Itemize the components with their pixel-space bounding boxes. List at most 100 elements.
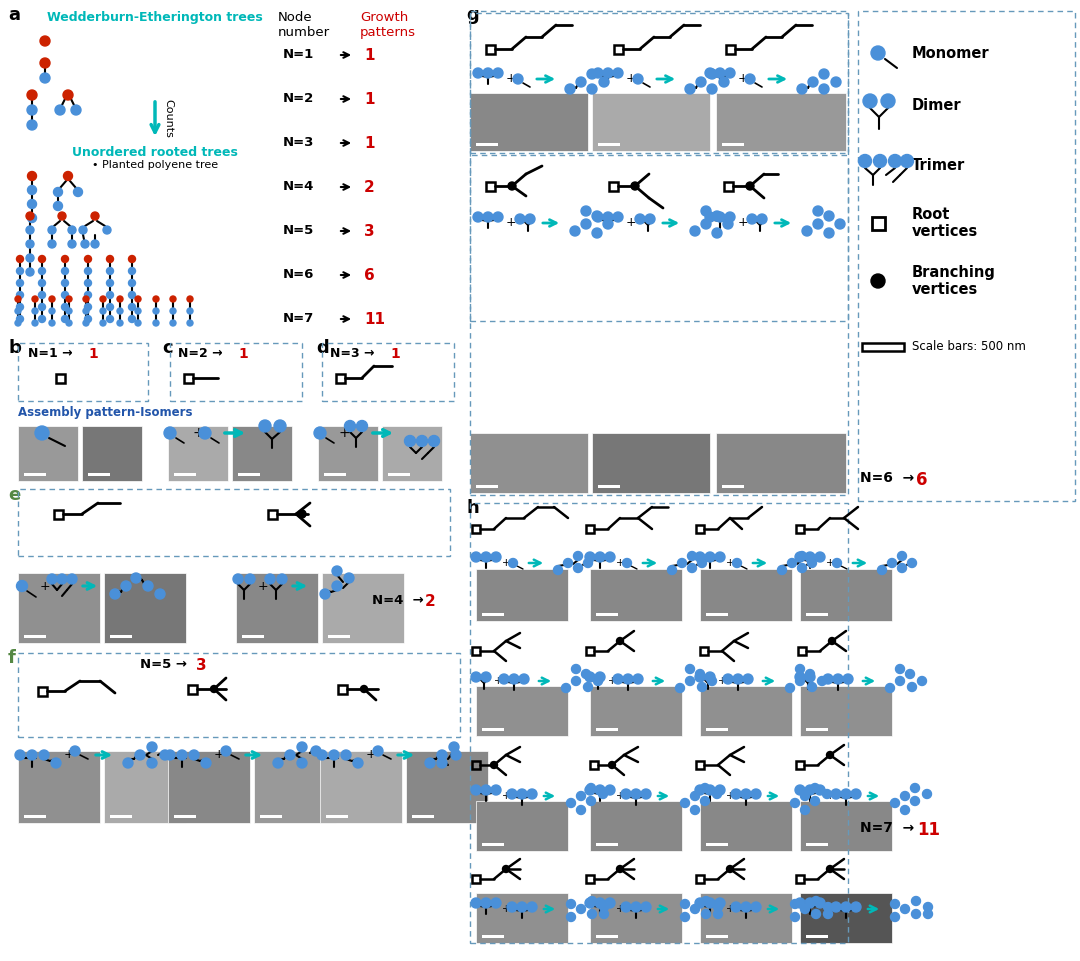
Circle shape xyxy=(599,909,608,919)
Circle shape xyxy=(107,304,113,310)
Text: 3: 3 xyxy=(364,224,375,238)
Circle shape xyxy=(593,212,603,222)
Circle shape xyxy=(170,296,176,302)
Text: +: + xyxy=(726,558,734,568)
Circle shape xyxy=(527,789,537,799)
Circle shape xyxy=(577,904,585,914)
Circle shape xyxy=(91,212,99,220)
Circle shape xyxy=(199,427,211,439)
Circle shape xyxy=(583,558,593,568)
Circle shape xyxy=(702,909,711,919)
Bar xyxy=(54,509,63,519)
Circle shape xyxy=(851,789,861,799)
Circle shape xyxy=(645,214,654,224)
Bar xyxy=(18,653,460,737)
Circle shape xyxy=(437,758,447,768)
Circle shape xyxy=(745,74,755,84)
Circle shape xyxy=(819,69,829,79)
Circle shape xyxy=(778,565,786,575)
Circle shape xyxy=(712,228,723,238)
Circle shape xyxy=(701,206,711,216)
Circle shape xyxy=(805,898,815,908)
Circle shape xyxy=(588,909,596,919)
Circle shape xyxy=(712,211,723,221)
Bar xyxy=(700,801,792,851)
Circle shape xyxy=(690,792,700,801)
Bar xyxy=(328,634,350,638)
Circle shape xyxy=(741,789,751,799)
Circle shape xyxy=(68,240,76,248)
Circle shape xyxy=(705,68,715,78)
Bar xyxy=(482,934,504,938)
Bar xyxy=(598,142,620,146)
Circle shape xyxy=(888,558,896,568)
Text: N=7  →: N=7 → xyxy=(860,821,919,835)
Circle shape xyxy=(823,790,832,799)
Circle shape xyxy=(599,77,609,87)
Bar xyxy=(696,761,704,769)
Circle shape xyxy=(897,563,906,573)
Circle shape xyxy=(901,904,909,914)
Text: h: h xyxy=(465,499,478,517)
Text: +: + xyxy=(502,904,511,914)
Circle shape xyxy=(725,68,735,78)
Circle shape xyxy=(581,670,591,678)
Circle shape xyxy=(84,304,92,310)
Circle shape xyxy=(564,558,572,568)
Circle shape xyxy=(823,674,833,684)
Bar xyxy=(188,684,197,694)
Circle shape xyxy=(594,677,603,685)
Circle shape xyxy=(907,682,917,692)
Bar xyxy=(596,612,618,616)
Circle shape xyxy=(891,899,900,908)
Circle shape xyxy=(68,226,76,234)
Circle shape xyxy=(259,420,271,432)
Text: +: + xyxy=(502,791,511,801)
Bar xyxy=(476,142,498,146)
Circle shape xyxy=(147,758,157,768)
Circle shape xyxy=(153,320,159,326)
Circle shape xyxy=(918,677,927,685)
Bar xyxy=(486,44,495,54)
Text: N=2 →: N=2 → xyxy=(178,347,227,360)
Bar xyxy=(470,93,588,151)
Circle shape xyxy=(48,226,56,234)
Circle shape xyxy=(341,750,351,760)
Circle shape xyxy=(698,682,706,692)
Circle shape xyxy=(642,902,651,912)
Bar xyxy=(324,473,346,476)
Circle shape xyxy=(297,758,307,768)
Bar xyxy=(382,426,442,481)
Bar xyxy=(872,216,885,230)
Circle shape xyxy=(795,898,805,908)
Circle shape xyxy=(426,758,435,768)
Bar xyxy=(411,815,434,818)
Bar xyxy=(476,893,568,943)
Circle shape xyxy=(707,677,716,685)
Bar xyxy=(18,751,100,823)
Circle shape xyxy=(897,552,906,560)
Circle shape xyxy=(585,672,595,682)
Circle shape xyxy=(147,742,157,752)
Circle shape xyxy=(642,789,651,799)
Bar xyxy=(18,489,450,556)
Bar xyxy=(700,647,708,655)
Circle shape xyxy=(573,563,582,573)
Bar xyxy=(472,761,480,769)
Circle shape xyxy=(667,565,676,575)
Circle shape xyxy=(705,212,715,222)
Circle shape xyxy=(833,674,843,684)
Circle shape xyxy=(593,68,603,78)
Circle shape xyxy=(701,797,710,805)
Circle shape xyxy=(73,187,82,196)
Bar xyxy=(318,426,378,481)
Circle shape xyxy=(621,902,631,912)
Circle shape xyxy=(170,308,176,314)
Circle shape xyxy=(787,558,797,568)
Circle shape xyxy=(905,670,915,678)
Circle shape xyxy=(828,637,836,645)
Circle shape xyxy=(701,219,711,229)
Circle shape xyxy=(757,214,767,224)
Circle shape xyxy=(808,77,818,87)
Circle shape xyxy=(201,758,211,768)
